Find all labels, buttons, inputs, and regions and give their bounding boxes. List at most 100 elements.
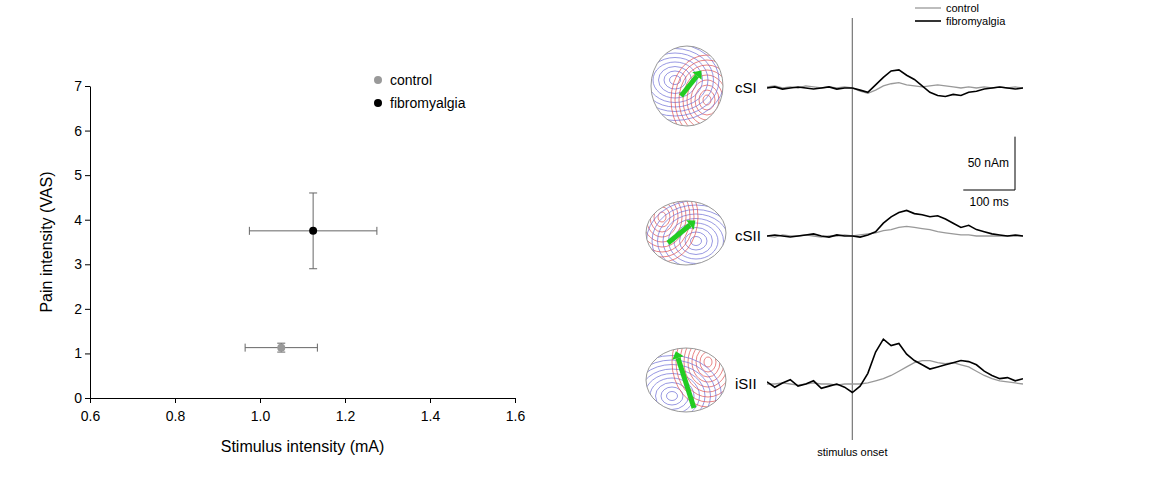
contour bbox=[683, 70, 731, 130]
figure: 0.6 0.8 1.0 1.2 1.4 1.6 0 1 2 3 4 5 6 7 Stimulus inten… bbox=[0, 0, 1172, 481]
y-error-bar bbox=[309, 193, 317, 269]
legend: controlfibromyalgia bbox=[915, 2, 1006, 27]
y-axis-tick-mark bbox=[85, 220, 90, 221]
head-map bbox=[626, 172, 746, 282]
x-axis-tick-label: 0.8 bbox=[166, 408, 186, 424]
x-axis-tick-label: 1.6 bbox=[506, 408, 526, 424]
y-axis-tick: 2 bbox=[74, 301, 90, 317]
contour bbox=[688, 337, 728, 387]
dipole-arrow bbox=[668, 225, 690, 243]
x-axis-tick-mark bbox=[260, 398, 261, 403]
annotation: stimulus onset bbox=[817, 446, 887, 458]
data-point bbox=[277, 344, 285, 352]
waveform-plot bbox=[767, 210, 1023, 237]
panel-label: cSI bbox=[735, 79, 757, 96]
waveform-line bbox=[767, 70, 1023, 97]
legend-entry: control bbox=[374, 72, 432, 88]
y-axis-tick-mark bbox=[85, 309, 90, 310]
y-axis-tick: 4 bbox=[74, 212, 90, 228]
contour bbox=[703, 95, 711, 105]
contour bbox=[639, 369, 705, 423]
y-axis-line bbox=[90, 87, 91, 399]
legend: control fibromyalgia bbox=[374, 72, 466, 111]
x-error-bar bbox=[245, 344, 317, 352]
y-axis-tick-label: 1 bbox=[74, 345, 82, 361]
series-group bbox=[249, 193, 377, 269]
panel-label: iSII bbox=[735, 375, 757, 392]
legend-label: fibromyalgia bbox=[390, 95, 466, 111]
waveform-plot bbox=[767, 70, 1023, 97]
y-axis-tick: 7 bbox=[74, 78, 90, 94]
contour bbox=[652, 205, 740, 277]
head-outline bbox=[651, 46, 723, 126]
legend-entry: fibromyalgia bbox=[915, 15, 1006, 27]
x-axis-tick-label: 1.0 bbox=[251, 408, 271, 424]
y-axis-tick-label: 4 bbox=[74, 212, 82, 228]
x-axis-title: Stimulus intensity (mA) bbox=[221, 438, 385, 455]
waveform-plot bbox=[767, 339, 1023, 392]
waveform-line bbox=[767, 361, 1023, 386]
contour bbox=[676, 322, 740, 402]
y-error-bar bbox=[277, 343, 285, 352]
data-point bbox=[309, 227, 317, 235]
y-axis-tick: 1 bbox=[74, 345, 90, 361]
contour bbox=[656, 383, 689, 410]
y-axis-tick-label: 7 bbox=[74, 78, 82, 94]
legend-marker bbox=[374, 76, 382, 84]
x-axis-tick-mark bbox=[90, 398, 91, 403]
x-axis-tick-label: 0.6 bbox=[81, 408, 101, 424]
y-axis-tick-label: 6 bbox=[74, 123, 82, 139]
y-axis-tick: 6 bbox=[74, 123, 90, 139]
x-axis: 0.6 0.8 1.0 1.2 1.4 1.6 bbox=[81, 398, 526, 424]
y-axis-tick: 0 bbox=[74, 390, 90, 406]
dipole-arrow bbox=[678, 358, 694, 408]
y-axis-tick-mark bbox=[85, 353, 90, 354]
x-axis-tick-mark bbox=[515, 398, 516, 403]
y-axis-tick-mark bbox=[85, 398, 90, 399]
head-outline bbox=[646, 348, 726, 412]
y-axis-tick-label: 3 bbox=[74, 256, 82, 272]
legend-line bbox=[915, 20, 941, 22]
dipole-arrow-head bbox=[692, 71, 701, 80]
legend-line bbox=[915, 7, 941, 8]
contour bbox=[700, 352, 716, 372]
dipole-arrow-head bbox=[672, 351, 683, 359]
x-axis-tick: 1.2 bbox=[336, 398, 356, 424]
contour bbox=[647, 201, 746, 282]
scale-bar-y-label: 50 nAm bbox=[968, 156, 1009, 170]
x-axis-tick-mark bbox=[345, 398, 346, 403]
scale-bar-x-label: 100 ms bbox=[969, 195, 1008, 209]
dipole-arrow-head bbox=[686, 220, 695, 229]
x-axis-tick-label: 1.2 bbox=[336, 408, 356, 424]
waveform-line bbox=[767, 210, 1023, 237]
x-axis-tick-mark bbox=[430, 398, 431, 403]
y-axis-tick-label: 5 bbox=[74, 167, 82, 183]
contour bbox=[679, 65, 735, 135]
y-axis: 0 1 2 3 4 5 6 7 bbox=[74, 78, 90, 406]
legend-entry: fibromyalgia bbox=[374, 95, 466, 111]
legend-entry: control bbox=[915, 2, 979, 14]
x-axis-tick: 0.8 bbox=[166, 398, 186, 424]
contour bbox=[672, 317, 744, 407]
contour bbox=[699, 90, 715, 110]
plot-area bbox=[245, 193, 377, 352]
contour bbox=[634, 365, 711, 428]
contour bbox=[628, 360, 716, 432]
x-axis-tick: 1.6 bbox=[506, 398, 526, 424]
legend-label: control bbox=[946, 2, 979, 14]
waveform-line bbox=[767, 339, 1023, 392]
contour bbox=[675, 60, 739, 140]
x-axis-line bbox=[91, 398, 516, 399]
x-axis-tick-mark bbox=[175, 398, 176, 403]
legend-marker bbox=[374, 99, 382, 107]
y-axis-tick: 5 bbox=[74, 167, 90, 183]
x-axis-tick-label: 1.4 bbox=[421, 408, 441, 424]
legend-label: fibromyalgia bbox=[946, 15, 1006, 27]
scale-bar-x bbox=[963, 190, 1015, 191]
x-axis-tick: 1.0 bbox=[251, 398, 271, 424]
x-axis-tick: 1.4 bbox=[421, 398, 441, 424]
contour bbox=[704, 357, 712, 367]
y-axis-tick-mark bbox=[85, 86, 90, 87]
y-axis-title: Pain intensity (VAS) bbox=[38, 171, 55, 312]
x-axis-tick: 0.6 bbox=[81, 398, 101, 424]
